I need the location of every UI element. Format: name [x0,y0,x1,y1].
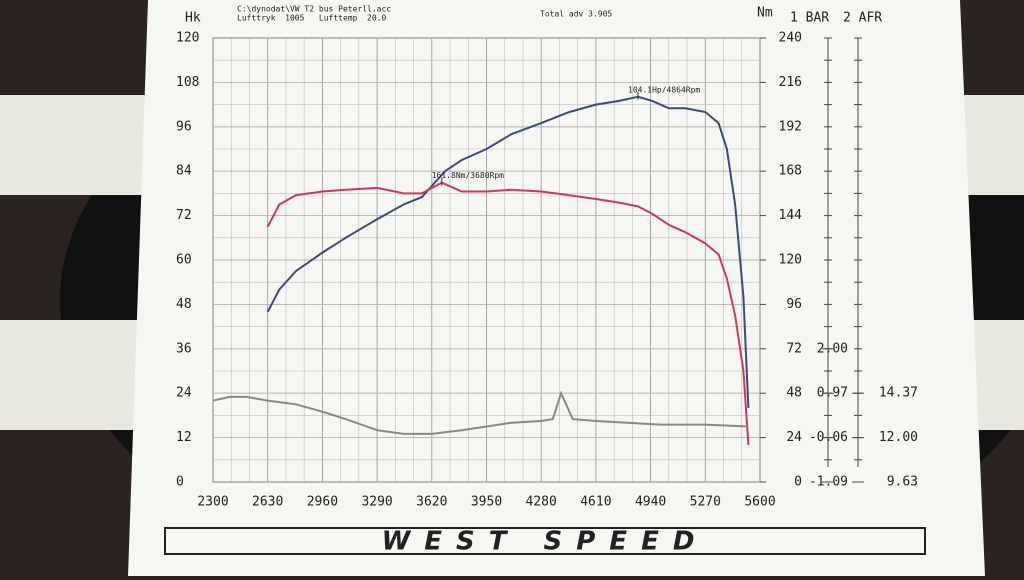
annotation: 161.8Nm/3680Rpm [432,171,504,180]
data-line [266,181,750,446]
y4-tick-label: 14.37 [879,386,918,401]
y-axis-title: Hk [185,11,201,26]
x-tick-label: 3620 [416,495,447,510]
y2-tick-label: 168 [779,164,802,179]
x-tick-label: 4280 [526,495,557,510]
y2-tick-label: 144 [779,208,803,223]
y-tick-label: 0 [176,475,184,490]
x-tick-label: 4610 [580,495,611,510]
y-tick-label: 12 [176,430,192,445]
x-tick-label: 2300 [197,495,228,510]
y2-tick-label: 72 [786,341,802,356]
y4-tick-label: 9.63 [887,475,918,490]
y2-tick-label: 24 [786,430,802,445]
y-tick-label: 108 [176,75,199,90]
x-tick-label: 5270 [690,495,721,510]
y2-tick-label: 48 [786,386,802,401]
y2-axis-title: Nm [757,6,773,21]
x-tick-label: 3290 [361,495,392,510]
y-tick-label: 96 [176,119,192,134]
y4-tick-label: 12.00 [879,430,918,445]
header-file: C:\dynodat\VW T2 bus Peterll.acc [237,5,391,14]
y2-tick-label: 240 [779,31,802,46]
footer-logo: WEST SPEED [382,527,709,557]
y2-tick-label: 0 [794,475,802,490]
paper [128,0,985,576]
y-tick-label: 36 [176,341,192,356]
y2-tick-label: 96 [786,297,802,312]
y-tick-label: 84 [176,164,192,179]
data-line [212,390,749,435]
annotation: 104.1Hp/4864Rpm [628,85,700,94]
footer-box [164,527,926,555]
x-tick-label: 5600 [744,495,775,510]
data-line [266,95,750,409]
y-tick-label: 72 [176,208,192,223]
y3-axis-title: 1 BAR [790,11,829,26]
y-tick-label: 24 [176,386,192,401]
y2-tick-label: 192 [779,119,802,134]
header-air: Lufttryk 1005 Lufttemp 20.0 [237,14,386,23]
y4-axis-title: 2 AFR [843,11,882,26]
y2-tick-label: 120 [779,253,802,268]
x-tick-label: 4940 [635,495,666,510]
y2-tick-label: 216 [779,75,802,90]
y-tick-label: 120 [176,31,199,46]
x-tick-label: 3950 [471,495,502,510]
y-tick-label: 48 [176,297,192,312]
header-adv: Total adv 3.905 [540,10,612,19]
x-tick-label: 2960 [307,495,338,510]
x-tick-label: 2630 [252,495,283,510]
y-tick-label: 60 [176,253,192,268]
